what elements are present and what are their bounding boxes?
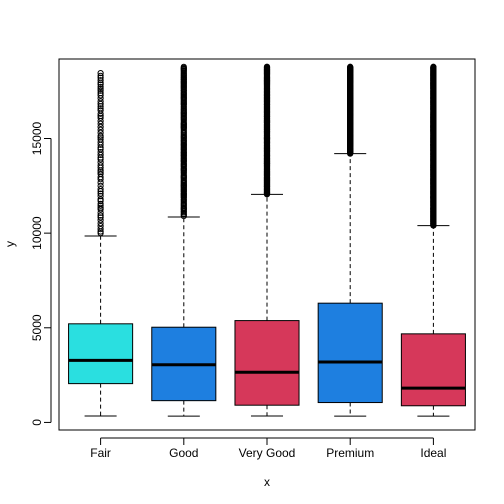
box	[234, 320, 300, 406]
outlier-point	[180, 63, 187, 70]
outlier-point	[97, 126, 104, 133]
outlier-point	[97, 92, 104, 99]
outlier-point	[97, 114, 104, 121]
box	[317, 302, 383, 404]
outlier-point	[97, 156, 104, 163]
outlier-point	[97, 87, 104, 94]
outlier-point	[97, 98, 104, 105]
outlier-point	[97, 77, 104, 84]
outlier-point	[97, 136, 104, 143]
box	[400, 333, 466, 407]
box-group-ideal	[400, 63, 466, 417]
outlier-point	[97, 212, 104, 219]
outlier-point	[263, 63, 271, 70]
outlier-point	[97, 182, 104, 189]
y-tick-label: 15000	[30, 121, 44, 155]
outlier-point	[97, 204, 104, 211]
x-axis: Fair Good Very Good Premium Ideal	[90, 437, 446, 460]
outlier-point	[97, 107, 104, 114]
outlier-point	[97, 81, 104, 88]
box-group-premium	[317, 63, 383, 417]
x-tick-label: Premium	[326, 446, 374, 460]
x-axis-label: x	[264, 475, 270, 489]
outlier-point	[97, 149, 104, 156]
outlier-point	[97, 190, 104, 197]
outlier-point	[97, 200, 104, 207]
outlier-point	[97, 74, 104, 81]
outlier-point	[97, 72, 104, 79]
outlier-point	[97, 83, 104, 91]
outlier-point	[97, 196, 104, 203]
outlier-point	[97, 123, 104, 131]
box-group-very-good	[234, 63, 300, 417]
outlier-point	[97, 89, 104, 97]
outlier-point	[347, 63, 354, 70]
box-group-good	[151, 63, 217, 417]
outlier-point	[97, 223, 104, 230]
outlier-point	[430, 63, 437, 70]
outlier-point	[97, 220, 104, 227]
outlier-point	[97, 226, 104, 233]
x-tick-label: Very Good	[239, 446, 296, 460]
y-tick-label: 5000	[30, 314, 44, 341]
outlier-point	[97, 132, 104, 139]
outlier-point	[97, 214, 104, 221]
box-group-fair	[68, 70, 134, 417]
y-axis-label: y	[3, 241, 17, 247]
outlier-point	[97, 120, 104, 127]
outlier-point	[97, 129, 104, 136]
outlier-point	[97, 186, 104, 193]
outlier-point	[97, 105, 104, 112]
x-tick-label: Ideal	[420, 446, 446, 460]
outlier-point	[97, 70, 104, 77]
y-tick-label: 10000	[30, 216, 44, 250]
plot-marks	[68, 63, 466, 417]
outlier-point	[97, 170, 104, 178]
x-tick-label: Good	[169, 446, 198, 460]
outlier-point	[97, 100, 104, 108]
box	[68, 323, 134, 385]
outlier-point	[97, 216, 104, 224]
x-tick-label: Fair	[90, 446, 111, 460]
outlier-point	[97, 162, 104, 169]
outlier-point	[97, 85, 104, 93]
y-tick-label: 0	[30, 419, 44, 426]
y-axis: 0 5000 10000 15000	[30, 121, 52, 426]
plot-frame	[58, 58, 476, 431]
